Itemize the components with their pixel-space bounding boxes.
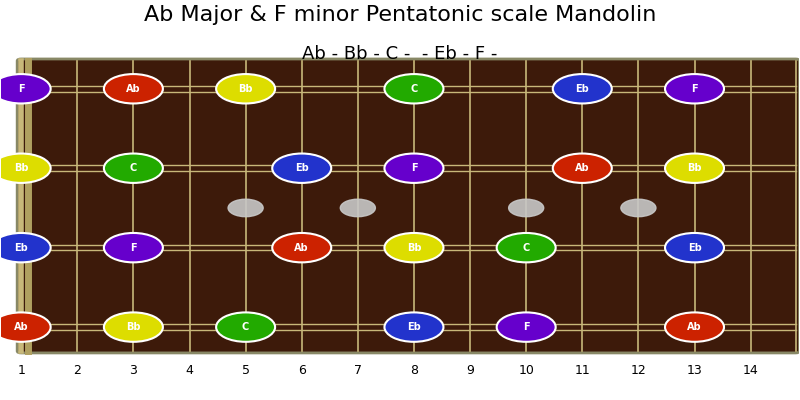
- Text: F: F: [691, 84, 698, 94]
- Text: Eb: Eb: [407, 322, 421, 332]
- Text: C: C: [410, 84, 418, 94]
- Text: Eb: Eb: [688, 243, 702, 253]
- Text: Eb: Eb: [14, 243, 28, 253]
- Circle shape: [0, 74, 50, 104]
- Text: 9: 9: [466, 364, 474, 377]
- Circle shape: [385, 74, 443, 104]
- Text: 5: 5: [242, 364, 250, 377]
- Circle shape: [0, 233, 50, 262]
- Circle shape: [665, 312, 724, 342]
- Text: C: C: [522, 243, 530, 253]
- Text: Bb: Bb: [14, 163, 29, 173]
- Circle shape: [665, 154, 724, 183]
- Circle shape: [497, 233, 556, 262]
- Text: Ab: Ab: [126, 84, 141, 94]
- Text: Ab: Ab: [575, 163, 590, 173]
- Circle shape: [509, 199, 544, 217]
- Circle shape: [272, 233, 331, 262]
- Circle shape: [0, 312, 50, 342]
- Circle shape: [216, 312, 275, 342]
- Circle shape: [104, 154, 163, 183]
- Text: Bb: Bb: [238, 84, 253, 94]
- Text: 13: 13: [686, 364, 702, 377]
- Circle shape: [553, 74, 612, 104]
- Text: Bb: Bb: [687, 163, 702, 173]
- Circle shape: [340, 199, 375, 217]
- Text: Ab Major & F minor Pentatonic scale Mandolin: Ab Major & F minor Pentatonic scale Mand…: [144, 5, 656, 25]
- Text: 12: 12: [630, 364, 646, 377]
- Circle shape: [385, 233, 443, 262]
- Text: C: C: [130, 163, 137, 173]
- Circle shape: [497, 312, 556, 342]
- Circle shape: [228, 199, 263, 217]
- Text: Bb: Bb: [406, 243, 422, 253]
- Text: 4: 4: [186, 364, 194, 377]
- Circle shape: [553, 154, 612, 183]
- Text: F: F: [523, 322, 530, 332]
- Text: Eb: Eb: [295, 163, 309, 173]
- Text: 7: 7: [354, 364, 362, 377]
- Text: Eb: Eb: [575, 84, 589, 94]
- Circle shape: [216, 74, 275, 104]
- Text: 6: 6: [298, 364, 306, 377]
- Circle shape: [385, 154, 443, 183]
- Text: 10: 10: [518, 364, 534, 377]
- Text: 3: 3: [130, 364, 138, 377]
- Circle shape: [665, 233, 724, 262]
- Circle shape: [104, 233, 163, 262]
- Circle shape: [665, 74, 724, 104]
- Circle shape: [0, 154, 50, 183]
- Text: 1: 1: [18, 364, 25, 377]
- Text: F: F: [130, 243, 137, 253]
- Text: C: C: [242, 322, 250, 332]
- Text: 2: 2: [74, 364, 82, 377]
- Text: Ab: Ab: [687, 322, 702, 332]
- Text: 8: 8: [410, 364, 418, 377]
- Circle shape: [272, 154, 331, 183]
- Text: F: F: [410, 163, 418, 173]
- Text: F: F: [18, 84, 25, 94]
- Text: 14: 14: [742, 364, 758, 377]
- Text: Bb: Bb: [126, 322, 141, 332]
- Text: Ab: Ab: [294, 243, 309, 253]
- Circle shape: [385, 312, 443, 342]
- Circle shape: [621, 199, 656, 217]
- FancyBboxPatch shape: [17, 59, 799, 353]
- Text: 11: 11: [574, 364, 590, 377]
- Text: Ab - Bb - C -  - Eb - F -: Ab - Bb - C - - Eb - F -: [302, 45, 498, 63]
- Circle shape: [104, 312, 163, 342]
- Circle shape: [104, 74, 163, 104]
- Text: Ab: Ab: [14, 322, 29, 332]
